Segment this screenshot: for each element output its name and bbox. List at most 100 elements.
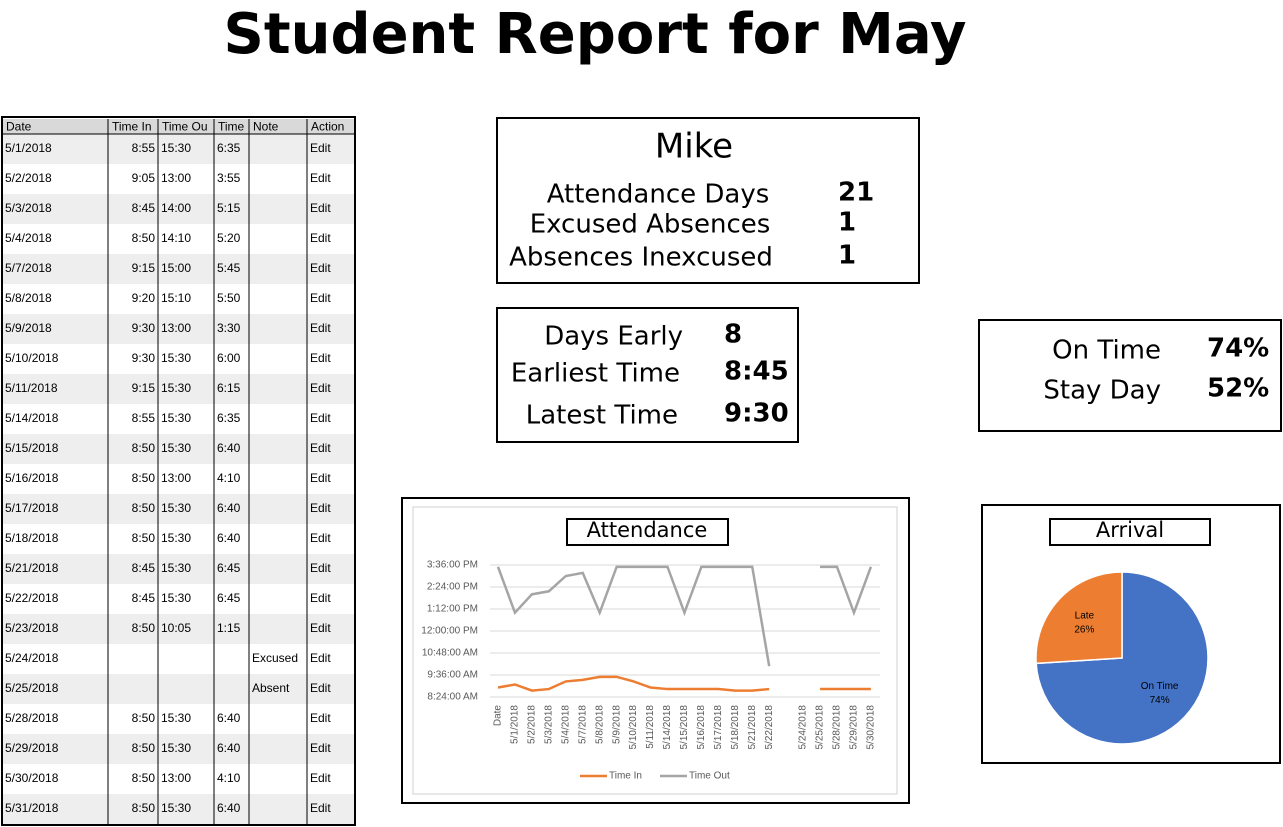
column-header: Note — [253, 120, 279, 134]
table-cell: Edit — [310, 711, 331, 725]
table-cell: 5/17/2018 — [5, 501, 59, 515]
table-cell: 4:10 — [217, 771, 241, 785]
stat-value: 52% — [1207, 374, 1269, 404]
x-tick-label: 5/16/2018 — [696, 705, 707, 750]
x-tick-label: 5/8/2018 — [594, 705, 605, 744]
column-header: Date — [6, 120, 32, 134]
pie-title-box — [1049, 518, 1211, 546]
table-cell: 5/18/2018 — [5, 531, 59, 545]
table-cell: 15:30 — [161, 411, 191, 425]
page-title: Student Report for May — [224, 2, 967, 67]
series-line — [497, 675, 871, 692]
table-cell: 6:40 — [217, 801, 241, 815]
table-cell: 5/29/2018 — [5, 741, 59, 755]
table-cell: 8:45 — [132, 561, 156, 575]
line-chart-area — [412, 506, 898, 795]
table-cell: Edit — [310, 771, 331, 785]
stat-label: Earliest Time — [511, 359, 680, 389]
table-cell: 14:00 — [161, 201, 191, 215]
table-cell: Edit — [310, 651, 331, 665]
x-tick-label: 5/14/2018 — [662, 705, 673, 750]
table-cell: 15:30 — [161, 351, 191, 365]
x-tick-label: 5/17/2018 — [713, 705, 724, 750]
table-cell: 13:00 — [161, 171, 191, 185]
column-header: Time In — [112, 120, 152, 134]
table-cell: 5/7/2018 — [5, 261, 52, 275]
table-cell: 5/10/2018 — [5, 351, 59, 365]
table-cell: 5/22/2018 — [5, 591, 59, 605]
table-cell: Edit — [310, 501, 331, 515]
table-cell: 5:50 — [217, 291, 241, 305]
table-cell: Edit — [310, 741, 331, 755]
table-cell: Edit — [310, 141, 331, 155]
table-cell: 8:50 — [132, 741, 156, 755]
stat-value: 8:45 — [724, 357, 789, 387]
table-cell: 5/4/2018 — [5, 231, 52, 245]
table-cell: 15:30 — [161, 141, 191, 155]
table-cell: 5:15 — [217, 201, 241, 215]
line-title-box — [566, 518, 729, 546]
x-tick-label: 5/2/2018 — [527, 705, 538, 744]
x-tick-label: 5/15/2018 — [679, 705, 690, 750]
y-tick-label: 9:36:00 AM — [427, 670, 478, 681]
table-cell: 6:45 — [217, 591, 241, 605]
table-cell: 8:50 — [132, 231, 156, 245]
table-cell: 5/16/2018 — [5, 471, 59, 485]
times-box — [496, 307, 799, 443]
table-cell: 8:45 — [132, 201, 156, 215]
table-cell: 5/14/2018 — [5, 411, 59, 425]
pie-value-label: 26% — [1074, 624, 1094, 635]
table-cell: 15:30 — [161, 801, 191, 815]
column-header: Time — [218, 120, 245, 134]
table-cell: 6:35 — [217, 141, 241, 155]
y-tick-label: 12:00:00 PM — [421, 626, 478, 637]
student-name: Mike — [655, 127, 733, 167]
table-cell: 5/30/2018 — [5, 771, 59, 785]
table-frame — [1, 116, 356, 826]
x-tick-label: 5/30/2018 — [866, 705, 877, 750]
table-cell: Edit — [310, 291, 331, 305]
table-cell: 8:50 — [132, 441, 156, 455]
table-cell: 3:30 — [217, 321, 241, 335]
stat-value: 21 — [838, 178, 874, 208]
table-cell: Edit — [310, 321, 331, 335]
x-tick-label: 5/24/2018 — [798, 705, 809, 750]
pie-value-label: 74% — [1150, 695, 1170, 706]
table-cell: 5/31/2018 — [5, 801, 59, 815]
table-cell: 8:50 — [132, 531, 156, 545]
table-cell: 8:50 — [132, 501, 156, 515]
table-cell: 8:45 — [132, 591, 156, 605]
table-cell: 15:30 — [161, 711, 191, 725]
x-tick-label: 5/9/2018 — [611, 705, 622, 744]
table-cell: 5/9/2018 — [5, 321, 52, 335]
row-band — [3, 554, 354, 584]
table-cell: 15:10 — [161, 291, 191, 305]
row-band — [3, 374, 354, 404]
y-tick-label: 2:24:00 PM — [427, 582, 478, 593]
table-cell: 13:00 — [161, 771, 191, 785]
stat-value: 1 — [838, 241, 856, 271]
table-cell: 8:50 — [132, 711, 156, 725]
stat-label: On Time — [1052, 336, 1161, 366]
table-cell: 15:30 — [161, 591, 191, 605]
table-cell: 8:50 — [132, 771, 156, 785]
x-tick-label: 5/29/2018 — [849, 705, 860, 750]
row-band — [3, 434, 354, 464]
table-cell: 3:55 — [217, 171, 241, 185]
table-cell: 4:10 — [217, 471, 241, 485]
table-cell: 15:30 — [161, 501, 191, 515]
y-tick-label: 10:48:00 AM — [422, 648, 478, 659]
y-tick-label: 8:24:00 AM — [427, 692, 478, 703]
table-cell: 5:20 — [217, 231, 241, 245]
stat-label: Excused Absences — [530, 210, 771, 240]
table-cell: 5:45 — [217, 261, 241, 275]
table-cell: 15:30 — [161, 441, 191, 455]
table-cell: 5/1/2018 — [5, 141, 52, 155]
stat-label: Stay Day — [1043, 376, 1161, 406]
table-cell: 6:15 — [217, 381, 241, 395]
row-band — [3, 734, 354, 764]
attendance-table: Date Time In Time Ou Time Note Action 5/1/2018… — [1, 116, 356, 826]
table-cell: 15:00 — [161, 261, 191, 275]
stat-label: Absences Inexcused — [509, 243, 773, 273]
table-cell: 9:30 — [132, 351, 156, 365]
